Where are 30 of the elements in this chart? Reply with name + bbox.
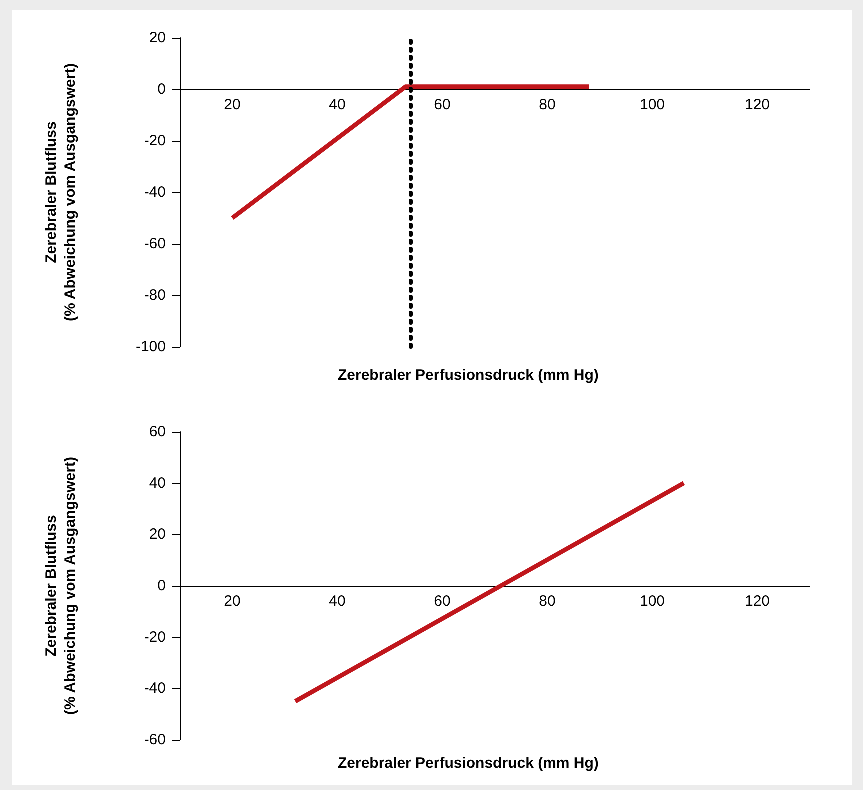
y-axis-title: Zerebraler Blutfluss (% Abweichung vom Ausgangswert) <box>43 63 79 322</box>
x-axis-title: Zerebraler Perfusionsdruck (mm Hg) <box>338 367 599 384</box>
x-tick-label: 60 <box>434 96 451 114</box>
y-tick-label: -60 <box>144 236 166 252</box>
x-tick-label: 80 <box>539 96 556 114</box>
y-tick-label: 20 <box>149 526 166 544</box>
y-tick-label: 0 <box>158 578 166 594</box>
x-tick-label: 100 <box>640 593 666 610</box>
y-tick-label: -40 <box>144 680 166 698</box>
x-tick-label: 120 <box>744 593 770 610</box>
x-tick-label: 40 <box>329 96 346 114</box>
x-tick-label: 120 <box>744 96 770 114</box>
y-tick-label: -20 <box>144 628 166 646</box>
y-tick-label: -100 <box>136 338 166 356</box>
x-tick-label: 60 <box>434 593 451 610</box>
x-tick-label: 20 <box>224 96 241 114</box>
y-tick-label: 0 <box>158 81 166 98</box>
x-tick-label: 40 <box>329 593 346 610</box>
y-tick-label: 60 <box>149 424 166 440</box>
x-axis-title: Zerebraler Perfusionsdruck (mm Hg) <box>338 755 599 772</box>
y-tick-label: 40 <box>149 474 166 492</box>
y-tick-label: 20 <box>149 30 166 46</box>
x-tick-label: 100 <box>640 96 666 114</box>
x-tick-label: 80 <box>539 593 556 610</box>
y-axis-title: Zerebraler Blutfluss (% Abweichung vom Ausgangswert) <box>43 456 79 716</box>
y-tick-label: -60 <box>144 732 166 748</box>
x-tick-label: 20 <box>224 593 241 610</box>
y-tick-label: -40 <box>144 184 166 201</box>
y-tick-label: -20 <box>144 132 166 150</box>
y-tick-label: -80 <box>144 287 166 304</box>
